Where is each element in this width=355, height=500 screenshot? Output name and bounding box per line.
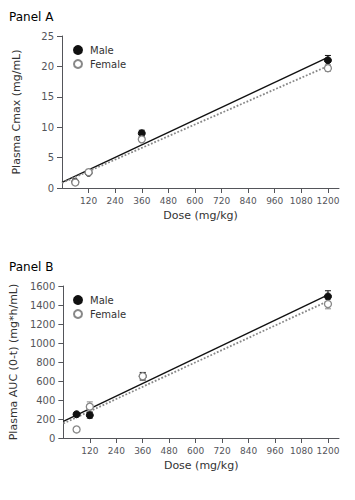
svg-text:360: 360 <box>134 446 151 456</box>
svg-text:1080: 1080 <box>290 196 313 206</box>
svg-text:480: 480 <box>161 446 178 456</box>
svg-text:800: 800 <box>36 357 55 368</box>
svg-text:240: 240 <box>107 196 124 206</box>
svg-text:Panel A: Panel A <box>9 10 54 24</box>
svg-text:960: 960 <box>266 446 283 456</box>
svg-text:20: 20 <box>41 61 54 72</box>
svg-text:720: 720 <box>214 446 231 456</box>
svg-text:840: 840 <box>240 196 257 206</box>
svg-text:Female: Female <box>90 309 126 320</box>
svg-text:600: 600 <box>187 446 204 456</box>
svg-text:1200: 1200 <box>30 319 55 330</box>
svg-text:120: 120 <box>81 446 98 456</box>
svg-text:Panel B: Panel B <box>9 260 53 274</box>
svg-text:1200: 1200 <box>317 446 340 456</box>
svg-text:960: 960 <box>266 196 283 206</box>
svg-text:1600: 1600 <box>30 281 55 292</box>
svg-text:480: 480 <box>160 196 177 206</box>
svg-text:120: 120 <box>80 196 97 206</box>
svg-text:15: 15 <box>41 91 54 102</box>
svg-text:Dose (mg/kg): Dose (mg/kg) <box>163 209 238 222</box>
svg-text:1400: 1400 <box>30 300 55 311</box>
svg-text:720: 720 <box>213 196 230 206</box>
svg-text:600: 600 <box>186 196 203 206</box>
svg-text:25: 25 <box>41 31 54 42</box>
svg-text:240: 240 <box>108 446 125 456</box>
svg-text:400: 400 <box>36 395 55 406</box>
svg-text:Plasma AUC (0-t) (mg*h/mL): Plasma AUC (0-t) (mg*h/mL) <box>7 284 20 441</box>
svg-text:1200: 1200 <box>316 196 339 206</box>
svg-text:360: 360 <box>133 196 150 206</box>
svg-text:0: 0 <box>48 183 54 194</box>
svg-text:1000: 1000 <box>30 338 55 349</box>
svg-text:Male: Male <box>90 295 114 306</box>
svg-text:Plasma Cmax (mg/mL): Plasma Cmax (mg/mL) <box>10 49 23 174</box>
svg-text:Dose (mg/kg): Dose (mg/kg) <box>164 459 239 472</box>
svg-text:10: 10 <box>41 122 54 133</box>
svg-text:Male: Male <box>90 45 114 56</box>
svg-text:Female: Female <box>90 59 126 70</box>
svg-text:1080: 1080 <box>290 446 313 456</box>
svg-text:840: 840 <box>240 446 257 456</box>
svg-text:200: 200 <box>36 414 55 425</box>
svg-text:600: 600 <box>36 376 55 387</box>
svg-text:0: 0 <box>49 433 55 444</box>
svg-text:5: 5 <box>48 152 54 163</box>
